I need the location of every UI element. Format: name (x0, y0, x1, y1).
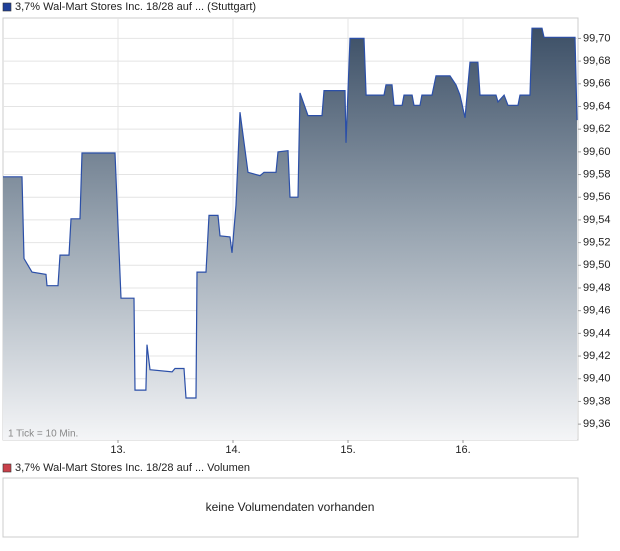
y-tick-label: 99,50 (583, 259, 611, 271)
line (3, 27, 578, 399)
volume-message: keine Volumendaten vorhanden (206, 500, 375, 514)
y-tick-label: 99,60 (583, 146, 611, 158)
volume-panel (2, 477, 579, 538)
annotation: 1 Tick = 10 Min. (8, 429, 78, 440)
area (3, 28, 577, 440)
y-tick-label: 99,40 (583, 373, 611, 385)
x-tick-label: 14. (225, 444, 240, 456)
x-tick-label: 15. (340, 444, 355, 456)
y-tick-label: 99,62 (583, 123, 611, 135)
y-tick-label: 99,44 (583, 327, 611, 339)
y-tick-label: 99,46 (583, 305, 611, 317)
legend-swatch (2, 463, 12, 473)
legend-label: 3,7% Wal-Mart Stores Inc. 18/28 auf ... … (15, 1, 256, 13)
x-tick-label: 16. (455, 444, 470, 456)
y-tick-label: 99,36 (583, 418, 611, 430)
legend-label: 3,7% Wal-Mart Stores Inc. 18/28 auf ... … (15, 462, 250, 474)
x-tick-label: 13. (110, 444, 125, 456)
y-tick-label: 99,56 (583, 191, 611, 203)
y-tick-label: 99,52 (583, 237, 611, 249)
y-tick-label: 99,38 (583, 395, 611, 407)
y-tick-label: 99,42 (583, 350, 611, 362)
y-tick-label: 99,64 (583, 100, 611, 112)
y-tick-label: 99,54 (583, 214, 611, 226)
y-tick-label: 99,58 (583, 168, 611, 180)
y-tick-label: 99,70 (583, 32, 611, 44)
y-tick-label: 99,68 (583, 55, 611, 67)
legend-swatch (2, 2, 12, 12)
y-tick-label: 99,48 (583, 282, 611, 294)
y-tick-label: 99,66 (583, 78, 611, 90)
